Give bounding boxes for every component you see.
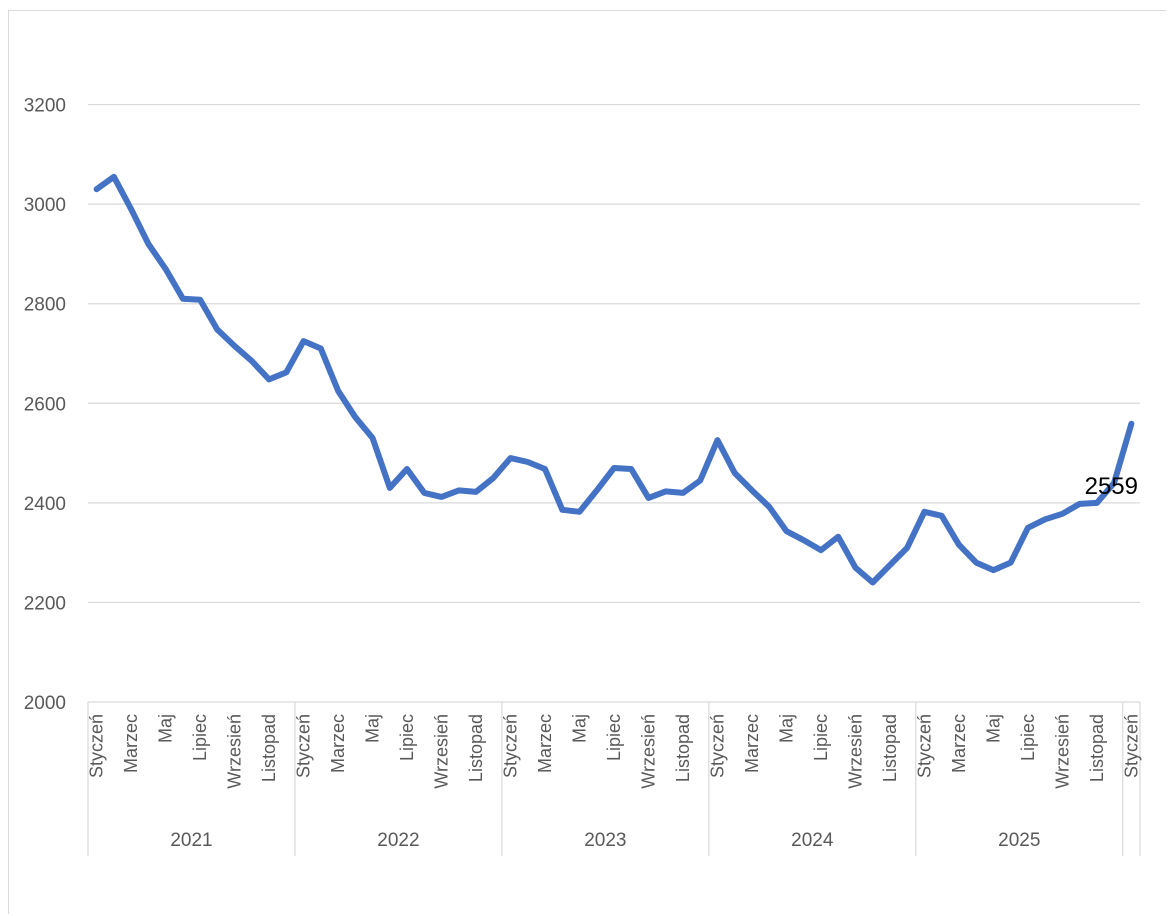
data-label: 2559 (1085, 473, 1138, 500)
chart-frame (8, 10, 1166, 914)
x-tick-label: Wrzesień (432, 714, 452, 789)
series-line (93, 173, 1135, 586)
y-tick-label: 2400 (24, 494, 66, 515)
x-tick-label: Styczeń (294, 714, 314, 778)
y-tick-label: 2800 (24, 295, 66, 316)
x-tick-label: Listopad (880, 714, 900, 782)
x-tick-label: Wrzesień (1052, 714, 1072, 789)
y-tick-label: 2600 (24, 394, 66, 415)
x-tick-label: Styczeń (501, 714, 521, 778)
x-tick-label: Marzec (121, 714, 141, 773)
x-tick-label: Styczeń (1121, 714, 1141, 778)
x-tick-label: Lipiec (604, 714, 624, 761)
x-tick-label: Maj (156, 714, 176, 743)
y-tick-label: 2200 (24, 593, 66, 614)
x-tick-label: Marzec (535, 714, 555, 773)
x-tick-label: Lipiec (811, 714, 831, 761)
x-tick-label: Wrzesień (638, 714, 658, 789)
year-label: 2024 (791, 830, 834, 851)
x-tick-label: Styczeń (707, 714, 727, 778)
x-tick-label: Lipiec (190, 714, 210, 761)
x-tick-label: Maj (363, 714, 383, 743)
x-tick-label: Lipiec (397, 714, 417, 761)
x-tick-label: Styczeń (87, 714, 107, 778)
x-tick-label: Wrzesień (845, 714, 865, 789)
y-tick-label: 3000 (24, 195, 66, 216)
x-tick-label: Marzec (328, 714, 348, 773)
year-label: 2021 (170, 830, 212, 851)
x-tick-label: Lipiec (1018, 714, 1038, 761)
x-tick-label: Styczeń (914, 714, 934, 778)
y-tick-label: 2000 (24, 693, 66, 714)
year-label: 2022 (377, 830, 419, 851)
year-label: 2023 (584, 830, 626, 851)
x-tick-label: Maj (983, 714, 1003, 743)
x-tick-label: Listopad (466, 714, 486, 782)
x-tick-label: Wrzesień (225, 714, 245, 789)
x-tick-label: Marzec (742, 714, 762, 773)
y-tick-label: 3200 (24, 96, 66, 117)
x-tick-label: Maj (570, 714, 590, 743)
x-tick-label: Listopad (673, 714, 693, 782)
year-label: 2025 (998, 830, 1040, 851)
x-tick-label: Maj (776, 714, 796, 743)
x-tick-label: Listopad (1087, 714, 1107, 782)
x-tick-label: Listopad (259, 714, 279, 782)
x-tick-label: Marzec (949, 714, 969, 773)
